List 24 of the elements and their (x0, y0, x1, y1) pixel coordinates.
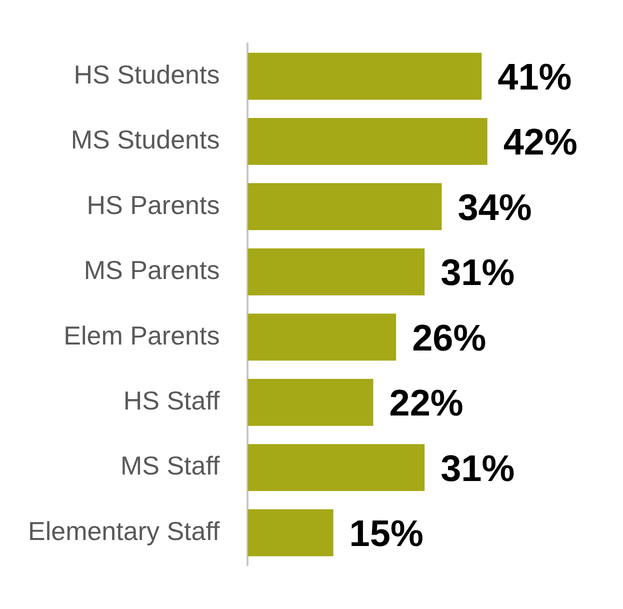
bar (248, 248, 425, 296)
y-tick-label: HS Students (74, 59, 220, 90)
y-tick-label: MS Parents (84, 255, 220, 286)
data-label: 34% (458, 186, 532, 228)
bar (248, 314, 396, 361)
y-tick-label: HS Parents (86, 190, 220, 220)
y-tick-label: Elem Parents (64, 320, 220, 350)
bar (248, 183, 442, 230)
y-tick-label: Elementary Staff (28, 516, 220, 546)
data-label: 26% (412, 317, 486, 358)
bar (248, 378, 374, 426)
bar (248, 509, 334, 556)
data-label: 31% (440, 448, 515, 489)
data-label: 42% (503, 122, 578, 163)
data-label: 41% (498, 56, 572, 98)
y-tick-label: HS Staff (123, 386, 220, 416)
bar (248, 118, 488, 165)
data-label: 22% (389, 382, 464, 424)
bar (248, 444, 425, 492)
y-tick-label: MS Staff (120, 450, 220, 481)
data-label: 15% (349, 512, 424, 554)
bar (248, 52, 482, 100)
data-label: 31% (440, 252, 515, 294)
y-tick-label: MS Students (70, 124, 220, 155)
